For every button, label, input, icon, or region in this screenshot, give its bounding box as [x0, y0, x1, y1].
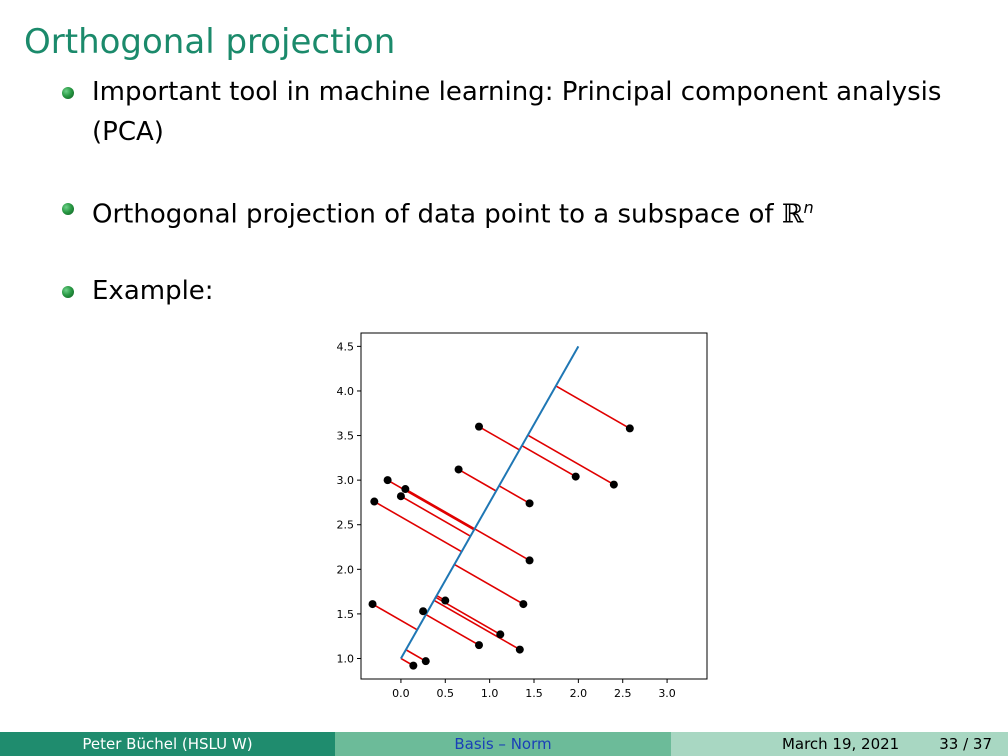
y-tick-label: 3.0	[337, 474, 355, 487]
footer-right: March 19, 2021 33 / 37	[671, 732, 1008, 756]
bullet-icon	[62, 87, 74, 99]
data-point	[401, 485, 410, 494]
projection-segment	[474, 528, 530, 562]
data-point	[421, 657, 430, 666]
frame-title: Orthogonal projection	[24, 22, 396, 62]
x-tick-label: 1.5	[525, 687, 543, 700]
projection-segment	[400, 495, 471, 537]
data-point	[515, 645, 524, 654]
math-superscript: n	[803, 198, 814, 217]
projection-segment	[478, 425, 520, 451]
projection-segment	[453, 563, 524, 605]
x-tick-label: 0.0	[392, 687, 410, 700]
bullet-item: Example:	[62, 271, 962, 311]
projection-segment	[425, 613, 480, 646]
projection-segment	[521, 444, 577, 478]
x-tick-label: 3.0	[658, 687, 676, 700]
data-point	[419, 607, 428, 616]
subspace-line	[400, 345, 580, 659]
data-point	[383, 476, 392, 485]
bullet-text: Orthogonal projection of data point to a…	[92, 199, 782, 230]
x-tick-label: 1.0	[481, 687, 499, 700]
data-point	[571, 472, 580, 481]
projection-segment	[404, 488, 476, 530]
y-tick-label: 1.5	[337, 608, 355, 621]
bullet-icon	[62, 285, 74, 298]
math-symbol-reals: ℝ	[781, 199, 804, 230]
projection-chart: 0.0 0.5 1.0 1.5 2.0 2.5 3.0 1.0 1.5 2.0 2.5 3.0 3.5 4…	[337, 332, 708, 700]
data-point	[525, 556, 534, 565]
footer-page-number: 33 / 37	[939, 735, 992, 753]
data-point	[474, 641, 483, 650]
data-point	[396, 492, 405, 501]
data-point	[474, 422, 483, 431]
bullet-list: Important tool in machine learning: Prin…	[62, 72, 962, 311]
data-point	[409, 661, 418, 670]
projection-segment	[555, 385, 631, 430]
x-tick-label: 2.5	[614, 687, 632, 700]
bullet-item: Orthogonal projection of data point to a…	[62, 188, 962, 235]
bullet-text: Example:	[92, 275, 214, 306]
data-point	[368, 600, 377, 609]
projection-segment	[372, 603, 418, 631]
footer: Peter Büchel (HSLU W) Basis – Norm March…	[0, 732, 1008, 756]
footer-title: Basis – Norm	[335, 732, 671, 756]
projection-segment	[498, 485, 530, 505]
data-point	[441, 596, 450, 605]
data-point	[625, 424, 634, 433]
y-tick-label: 2.0	[337, 563, 355, 576]
footer-author: Peter Büchel (HSLU W)	[0, 732, 335, 756]
y-tick-label: 1.0	[337, 652, 355, 665]
data-point	[454, 465, 463, 474]
x-tick-label: 2.0	[570, 687, 588, 700]
projection-segment	[527, 434, 615, 486]
data-point	[519, 600, 528, 609]
footer-date: March 19, 2021	[781, 735, 900, 753]
x-tick-label: 0.5	[437, 687, 455, 700]
data-point	[525, 499, 534, 508]
bullet-icon	[62, 203, 74, 215]
data-point	[496, 630, 505, 639]
y-tick-label: 4.0	[337, 385, 355, 398]
y-tick-label: 2.5	[337, 519, 355, 532]
bullet-item: Important tool in machine learning: Prin…	[62, 72, 962, 152]
data-point	[370, 497, 379, 506]
projection-segment	[458, 468, 497, 492]
projection-segment	[373, 500, 463, 553]
bullet-text: Important tool in machine learning: Prin…	[92, 77, 942, 147]
data-point	[609, 480, 618, 489]
y-tick-label: 3.5	[337, 430, 355, 443]
projection-segment	[433, 599, 521, 651]
y-tick-label: 4.5	[337, 340, 355, 353]
